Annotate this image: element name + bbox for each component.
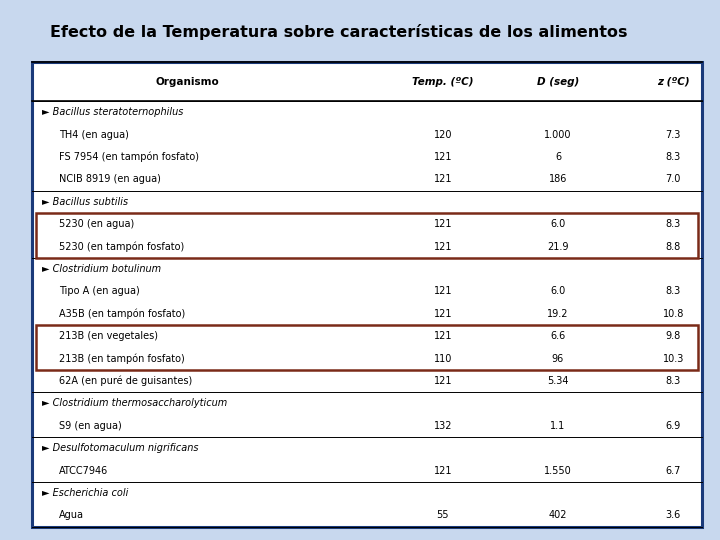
Text: 6.6: 6.6 [550,331,566,341]
Text: 120: 120 [433,130,452,139]
Text: 5.34: 5.34 [547,376,569,386]
Text: D (seg): D (seg) [537,77,579,86]
Text: 8.3: 8.3 [665,376,681,386]
Text: ► Escherichia coli: ► Escherichia coli [42,488,128,498]
Text: ► Clostridium botulinum: ► Clostridium botulinum [42,264,161,274]
Text: 6: 6 [555,152,561,162]
Text: Tipo A (en agua): Tipo A (en agua) [59,286,140,296]
FancyBboxPatch shape [32,62,702,526]
Text: ► Bacillus subtilis: ► Bacillus subtilis [42,197,128,207]
Text: ► Desulfotomaculum nigrificans: ► Desulfotomaculum nigrificans [42,443,198,453]
Text: 21.9: 21.9 [547,241,569,252]
Text: 7.3: 7.3 [665,130,681,139]
Text: 132: 132 [433,421,452,431]
Text: Efecto de la Temperatura sobre características de los alimentos: Efecto de la Temperatura sobre caracterí… [50,24,628,40]
Text: 1.550: 1.550 [544,465,572,476]
Text: 6.7: 6.7 [665,465,681,476]
Text: 6.0: 6.0 [550,219,566,229]
Text: 1.1: 1.1 [550,421,566,431]
Text: ► Bacillus steratoternophilus: ► Bacillus steratoternophilus [42,107,183,117]
Text: 6.0: 6.0 [550,286,566,296]
Text: 8.3: 8.3 [665,286,681,296]
Text: NCIB 8919 (en agua): NCIB 8919 (en agua) [59,174,161,184]
Text: 213B (en tampón fosfato): 213B (en tampón fosfato) [59,353,185,364]
Text: 96: 96 [552,354,564,363]
Text: Agua: Agua [59,510,84,521]
Text: 121: 121 [433,152,452,162]
Text: 10.3: 10.3 [662,354,684,363]
Text: 402: 402 [549,510,567,521]
Text: 10.8: 10.8 [662,309,684,319]
Text: 186: 186 [549,174,567,184]
Text: 213B (en vegetales): 213B (en vegetales) [59,331,158,341]
Text: 3.6: 3.6 [665,510,681,521]
Text: 121: 121 [433,309,452,319]
Text: 19.2: 19.2 [547,309,569,319]
Text: 1.000: 1.000 [544,130,572,139]
Text: 5230 (en tampón fosfato): 5230 (en tampón fosfato) [59,241,184,252]
Text: ATCC7946: ATCC7946 [59,465,108,476]
Text: 8.3: 8.3 [665,152,681,162]
Text: FS 7954 (en tampón fosfato): FS 7954 (en tampón fosfato) [59,152,199,162]
Text: Organismo: Organismo [156,77,219,86]
Text: TH4 (en agua): TH4 (en agua) [59,130,129,139]
Text: 121: 121 [433,376,452,386]
Text: A35B (en tampón fosfato): A35B (en tampón fosfato) [59,308,185,319]
Text: 8.8: 8.8 [665,241,681,252]
Text: 55: 55 [436,510,449,521]
Text: 62A (en puré de guisantes): 62A (en puré de guisantes) [59,376,192,386]
Text: z (ºC): z (ºC) [657,77,690,86]
Text: 121: 121 [433,174,452,184]
Text: S9 (en agua): S9 (en agua) [59,421,122,431]
Text: 121: 121 [433,331,452,341]
Text: 9.8: 9.8 [665,331,681,341]
Text: 5230 (en agua): 5230 (en agua) [59,219,135,229]
Text: 121: 121 [433,286,452,296]
Text: 121: 121 [433,465,452,476]
Text: 7.0: 7.0 [665,174,681,184]
Text: 121: 121 [433,241,452,252]
Text: 6.9: 6.9 [665,421,681,431]
Text: 121: 121 [433,219,452,229]
Text: 110: 110 [433,354,452,363]
Text: 8.3: 8.3 [665,219,681,229]
Text: ► Clostridium thermosaccharolyticum: ► Clostridium thermosaccharolyticum [42,399,227,408]
Text: Temp. (ºC): Temp. (ºC) [412,77,474,86]
